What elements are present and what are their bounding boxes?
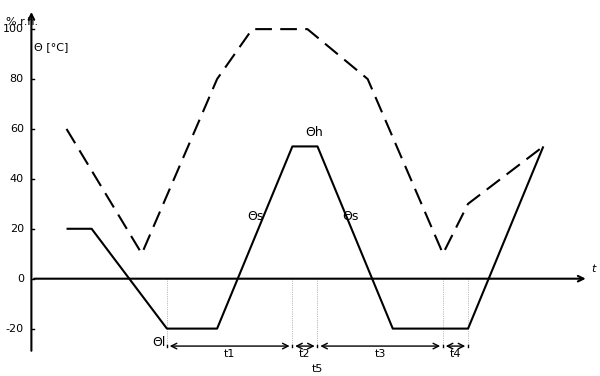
Text: t2: t2 (299, 349, 311, 359)
Text: 80: 80 (10, 74, 24, 84)
Text: t4: t4 (450, 349, 461, 359)
Text: Θ [°C]: Θ [°C] (34, 42, 68, 52)
Text: 0: 0 (17, 274, 24, 284)
Text: t1: t1 (224, 349, 235, 359)
Text: 60: 60 (10, 124, 24, 134)
Text: t3: t3 (374, 349, 386, 359)
Text: 40: 40 (10, 174, 24, 184)
Text: Θs: Θs (247, 210, 263, 223)
Text: t5: t5 (312, 364, 323, 373)
Text: Θl: Θl (152, 336, 165, 349)
Text: % r.h.: % r.h. (6, 17, 38, 27)
Text: -20: -20 (6, 324, 24, 334)
Text: Θs: Θs (343, 210, 359, 223)
Text: 20: 20 (10, 224, 24, 234)
Text: t: t (591, 264, 595, 274)
Text: Θh: Θh (305, 126, 323, 139)
Text: 100: 100 (3, 24, 24, 34)
